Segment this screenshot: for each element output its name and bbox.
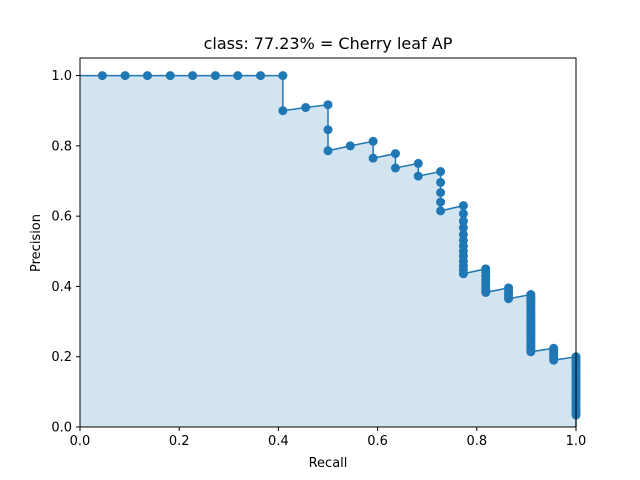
pr-point (436, 177, 446, 187)
pr-area-fill (80, 75, 576, 428)
y-axis-label: Precision (29, 214, 44, 272)
x-tick-label: 0.2 (169, 434, 190, 449)
plot-area: 0.0 0.2 0.4 0.6 0.8 1.0 0.0 0.2 0.4 0.6 0.8 1.0 (51, 57, 587, 449)
pr-point (504, 294, 514, 304)
pr-point (323, 100, 333, 110)
pr-point (458, 269, 468, 279)
pr-point (188, 71, 198, 81)
pr-point (301, 103, 311, 113)
pr-point (458, 201, 468, 211)
pr-point (390, 149, 400, 159)
pr-point (97, 71, 107, 81)
chart-title: class: 77.23% = Cherry leaf AP (204, 34, 453, 53)
pr-point (142, 71, 152, 81)
x-tick-label: 1.0 (566, 434, 587, 449)
pr-point (458, 216, 468, 226)
pr-point (345, 141, 355, 151)
pr-point (481, 287, 491, 297)
y-tick-label: 0.0 (51, 421, 72, 436)
pr-point (549, 355, 559, 365)
pr-point (210, 71, 220, 81)
pr-point (233, 71, 243, 81)
pr-point (413, 171, 423, 181)
pr-point (323, 146, 333, 156)
x-tick-label: 0.4 (268, 434, 289, 449)
pr-point (413, 158, 423, 168)
pr-point (390, 163, 400, 173)
axes-frame (79, 57, 577, 428)
pr-point (458, 209, 468, 219)
pr-point (278, 106, 288, 116)
y-tick-label: 0.4 (51, 280, 72, 295)
pr-point (458, 223, 468, 233)
y-tick-label: 1.0 (51, 69, 72, 84)
x-tick-label: 0.0 (70, 434, 91, 449)
pr-point (436, 206, 446, 216)
pr-point (436, 188, 446, 198)
x-tick-label: 0.8 (466, 434, 487, 449)
y-tick-label: 0.8 (51, 139, 72, 154)
pr-point (278, 71, 288, 81)
pr-point (368, 153, 378, 163)
pr-point (526, 347, 536, 357)
pr-point (120, 71, 130, 81)
pr-point (323, 125, 333, 135)
pr-point (165, 71, 175, 81)
x-axis-label: Recall (309, 456, 348, 471)
pr-point (436, 197, 446, 207)
y-tick-label: 0.6 (51, 210, 72, 225)
pr-point (256, 71, 266, 81)
x-tick-label: 0.6 (367, 434, 388, 449)
y-tick-label: 0.2 (51, 350, 72, 365)
pr-point (368, 136, 378, 146)
pr-point (436, 167, 446, 177)
